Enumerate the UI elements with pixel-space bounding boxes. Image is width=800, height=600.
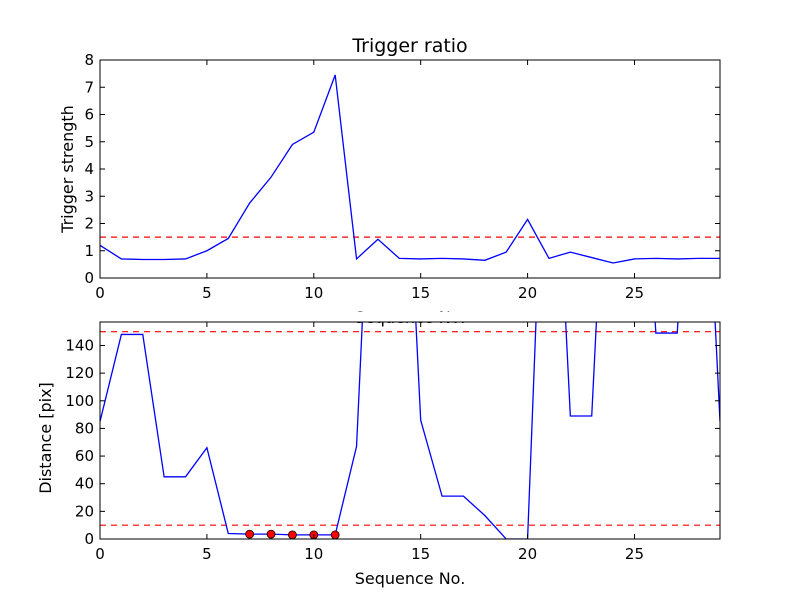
series-line — [100, 74, 720, 264]
x-tick-label: 25 — [625, 545, 644, 563]
y-tick-label: 140 — [65, 336, 94, 354]
y-tick-label: 120 — [65, 364, 94, 382]
y-tick-label: 80 — [75, 419, 94, 437]
y-tick-label: 7 — [84, 78, 94, 96]
y-tick-label: 5 — [84, 133, 94, 151]
series-line — [100, 322, 720, 539]
x-tick-label: 0 — [95, 284, 105, 302]
data-point — [266, 529, 276, 539]
y-tick-label: 1 — [84, 242, 94, 260]
y-tick-label: 4 — [84, 160, 94, 178]
y-tick-label: 8 — [84, 51, 94, 69]
x-tick-label: 10 — [304, 545, 323, 563]
y-tick-label: 2 — [84, 215, 94, 233]
y-tick-label: 60 — [75, 447, 94, 465]
data-point — [330, 530, 340, 539]
y-tick-label: 100 — [65, 392, 94, 410]
x-tick-label: 25 — [625, 284, 644, 302]
y-tick-label: 0 — [84, 269, 94, 287]
y-axis-label: Trigger strength — [58, 105, 77, 234]
x-tick-label: 5 — [202, 284, 212, 302]
y-tick-label: 20 — [75, 502, 94, 520]
x-tick-label: 15 — [411, 284, 430, 302]
x-tick-label: 10 — [304, 284, 323, 302]
x-tick-label: 5 — [202, 545, 212, 563]
x-tick-label: 0 — [95, 545, 105, 563]
x-tick-label: 20 — [518, 545, 537, 563]
x-axis-label: Sequence No. — [355, 569, 466, 588]
y-axis-label: Distance [pix] — [36, 382, 55, 494]
plot-frame — [99, 321, 721, 540]
data-point — [245, 529, 255, 539]
data-point — [288, 530, 297, 539]
chart-title: Trigger ratio — [351, 35, 467, 57]
y-tick-label: 3 — [84, 187, 94, 205]
y-tick-label: 0 — [84, 530, 94, 548]
bottom-plot: 0 5 10 15 20 25 0 20 40 60 80 100 120 140 Sequence N… — [36, 321, 721, 588]
y-tick-label: 6 — [84, 106, 94, 124]
y-tick-label: 40 — [75, 475, 94, 493]
x-tick-label: 20 — [518, 284, 537, 302]
x-tick-label: 15 — [411, 545, 430, 563]
